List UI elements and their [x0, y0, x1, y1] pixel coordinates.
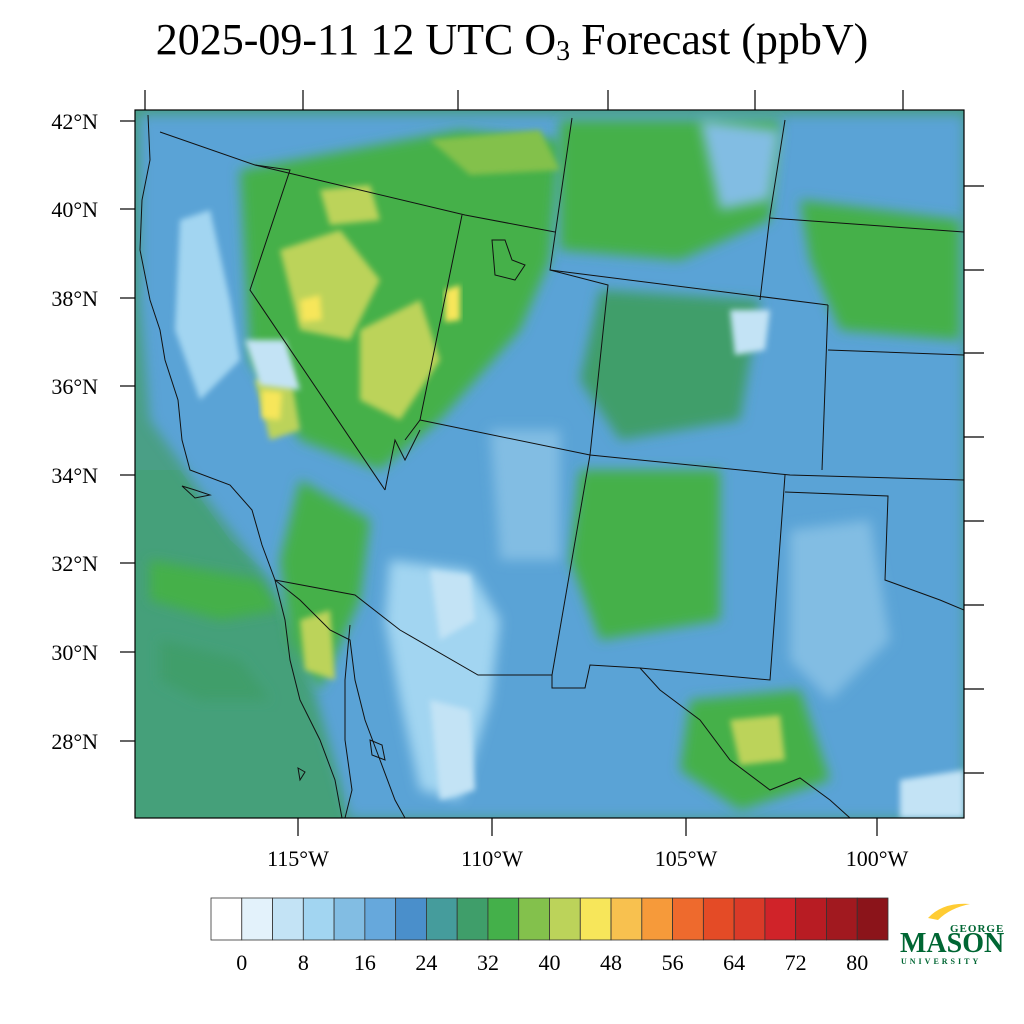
- colorbar-tick-label: 24: [415, 950, 437, 975]
- lat-label: 42°N: [51, 109, 98, 134]
- title-subscript: 3: [556, 36, 571, 67]
- colorbar-tick-label: 64: [723, 950, 745, 975]
- title-rest: Forecast (ppbV): [570, 15, 869, 64]
- colorbar-tick-label: 56: [662, 950, 684, 975]
- colorbar-swatch: [518, 897, 550, 941]
- title-main: 2025-09-11 12 UTC O: [155, 15, 557, 64]
- lat-label: 32°N: [51, 551, 98, 576]
- logo-swoosh-icon: [928, 903, 970, 920]
- colorbar-tick-label: 0: [236, 950, 247, 975]
- colorbar: [210, 897, 889, 941]
- colorbar-swatch: [733, 897, 766, 941]
- university-logo: GEORGE MASON UNIVERSITY: [898, 900, 1008, 970]
- lat-label: 38°N: [51, 286, 98, 311]
- colorbar-tick-label: 8: [298, 950, 309, 975]
- lat-label: 36°N: [51, 374, 98, 399]
- logo-bottom-text: UNIVERSITY: [901, 957, 981, 966]
- right-ticks: [964, 185, 984, 774]
- lon-label: 100°W: [846, 846, 909, 871]
- colorbar-swatch: [426, 897, 458, 941]
- lon-label: 105°W: [655, 846, 718, 871]
- colorbar-swatch: [210, 897, 243, 941]
- colorbar-tick-label: 48: [600, 950, 622, 975]
- colorbar-swatch: [764, 897, 797, 941]
- lon-label: 110°W: [461, 846, 523, 871]
- colorbar-tick-label: 80: [846, 950, 868, 975]
- colorbar-swatch: [272, 897, 304, 941]
- logo-main-text: MASON: [900, 928, 1004, 959]
- top-ticks: [144, 90, 904, 110]
- colorbar-swatch: [241, 897, 273, 941]
- colorbar-labels: 0 8 16 24 32 40 48 56 64 72 80: [236, 950, 868, 975]
- lon-labels: 115°W 110°W 105°W 100°W: [267, 846, 908, 871]
- colorbar-tick-label: 32: [477, 950, 499, 975]
- map-frame: [134, 109, 965, 819]
- lat-label: 34°N: [51, 463, 98, 488]
- colorbar-tick-label: 40: [539, 950, 561, 975]
- lat-labels: 42°N 40°N 38°N 36°N 34°N 32°N 30°N 28°N: [51, 109, 98, 754]
- colorbar-swatch: [333, 897, 366, 941]
- lat-ticks: [120, 120, 135, 742]
- lat-label: 30°N: [51, 640, 98, 665]
- bottom-ticks: [297, 818, 878, 836]
- colorbar-swatch: [487, 897, 520, 941]
- colorbar-tick-label: 16: [354, 950, 376, 975]
- figure-title: 2025-09-11 12 UTC O3 Forecast (ppbV): [0, 14, 1024, 68]
- lat-label: 28°N: [51, 729, 98, 754]
- colorbar-swatch: [302, 897, 335, 941]
- colorbar-swatch: [549, 897, 581, 941]
- colorbar-swatch: [610, 897, 643, 941]
- colorbar-tick-label: 72: [785, 950, 807, 975]
- colorbar-swatch: [826, 897, 858, 941]
- colorbar-swatch: [395, 897, 427, 941]
- colorbar-swatch: [641, 897, 673, 941]
- lon-label: 115°W: [267, 846, 329, 871]
- logo-top-text: GEORGE: [950, 923, 1004, 935]
- colorbar-swatch: [795, 897, 827, 941]
- lat-label: 40°N: [51, 197, 98, 222]
- ozone-field: [135, 110, 964, 818]
- colorbar-swatch: [456, 897, 489, 941]
- colorbar-swatch: [856, 897, 889, 941]
- colorbar-swatch: [672, 897, 704, 941]
- colorbar-swatch: [364, 897, 397, 941]
- colorbar-swatch: [579, 897, 612, 941]
- political-boundaries: [139, 114, 964, 818]
- colorbar-swatch: [702, 897, 735, 941]
